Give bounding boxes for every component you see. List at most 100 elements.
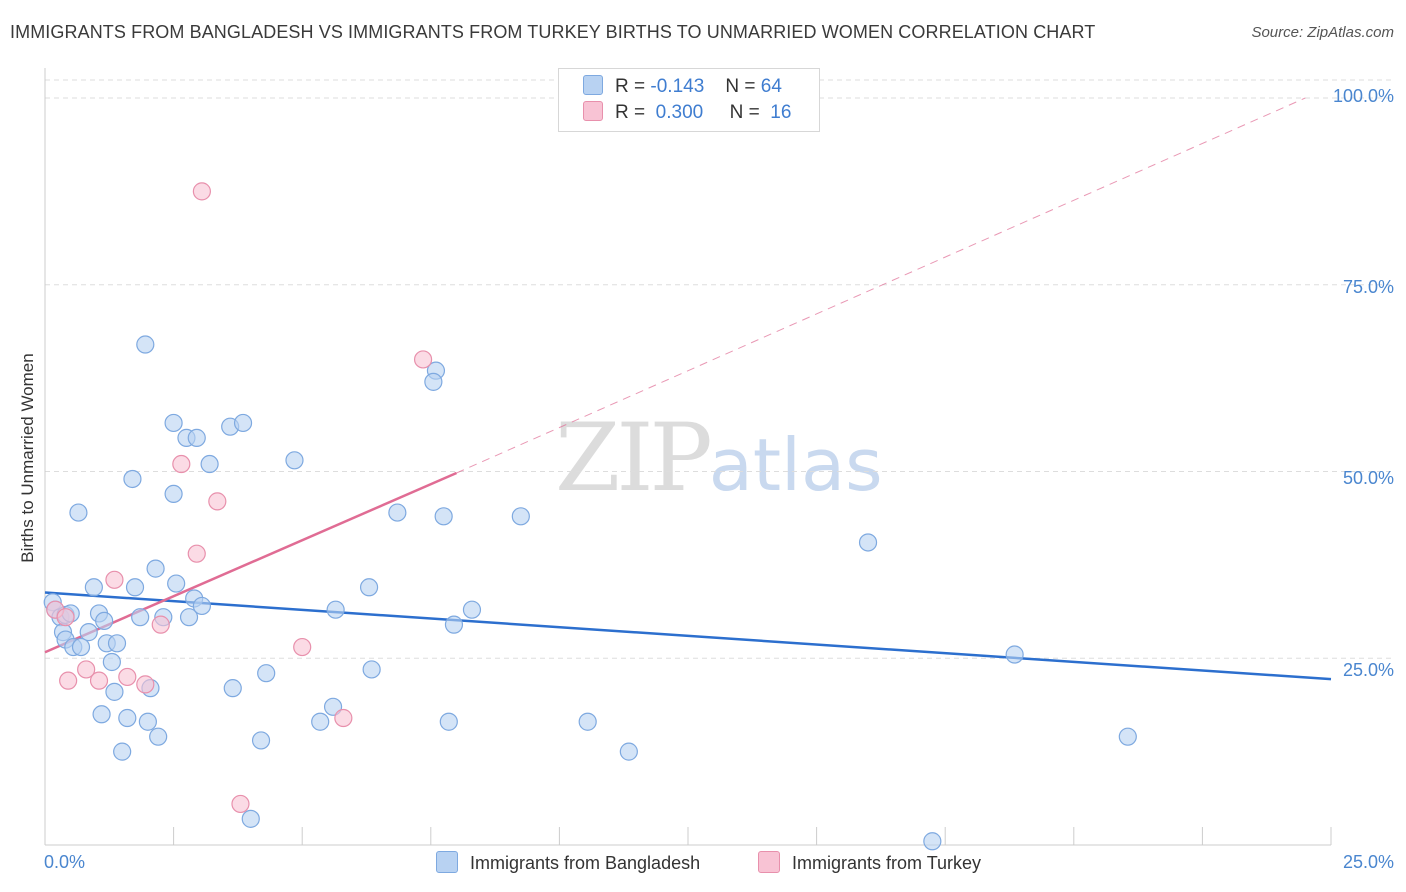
point-bangladesh (131, 608, 150, 627)
legend-item-bangladesh: Immigrants from Bangladesh (436, 851, 700, 874)
point-bangladesh (179, 608, 199, 627)
y-tick-50: 50.0% (1342, 468, 1394, 488)
point-bangladesh (113, 742, 132, 761)
point-turkey (172, 454, 191, 474)
point-bangladesh (95, 611, 114, 631)
point-bangladesh (192, 596, 211, 616)
point-bangladesh (257, 664, 276, 683)
grid (45, 79, 1394, 659)
chart-title: IMMIGRANTS FROM BANGLADESH VS IMMIGRANTS… (10, 22, 1096, 42)
point-turkey (231, 794, 250, 814)
trend-lines (44, 97, 1332, 681)
point-turkey (334, 708, 353, 728)
point-bangladesh (200, 454, 219, 474)
legend-swatch-blue (583, 75, 603, 95)
point-bangladesh (138, 712, 157, 731)
legend-r-label: R = (615, 76, 646, 97)
point-bangladesh (123, 469, 142, 489)
point-turkey (105, 570, 124, 589)
y-axis-label: Births to Unmarried Women (18, 353, 37, 563)
legend-n-label: N = (729, 102, 760, 123)
legend-n-label: N = (725, 76, 756, 97)
point-bangladesh (434, 507, 453, 526)
legend-r-label: R = (615, 102, 646, 123)
watermark-zip: ZIP (555, 404, 713, 513)
point-bangladesh (578, 712, 597, 731)
point-bangladesh (84, 578, 103, 597)
legend-label-bangladesh: Immigrants from Bangladesh (470, 853, 701, 873)
legend-swatch-pink (583, 101, 603, 121)
point-turkey (293, 637, 312, 657)
x-tick-0: 0.0% (44, 852, 86, 872)
watermark-atlas: atlas (708, 423, 883, 507)
axes (44, 68, 1332, 846)
point-bangladesh (1118, 727, 1137, 746)
point-bangladesh (311, 712, 330, 731)
point-turkey (136, 675, 155, 694)
point-bangladesh (105, 682, 124, 701)
point-bangladesh (858, 533, 878, 552)
legend-row-turkey: R = 0.300 N = 16 (583, 101, 791, 127)
point-turkey (192, 182, 211, 201)
point-turkey (413, 350, 433, 369)
legend-label-turkey: Immigrants from Turkey (792, 853, 982, 873)
correlation-legend: R = -0.143 N = 64 R = 0.300 N = 16 (558, 68, 820, 132)
y-tick-25: 25.0% (1342, 660, 1394, 680)
point-turkey (187, 544, 206, 563)
legend-r-value: -0.143 (650, 76, 705, 97)
point-bangladesh (251, 731, 271, 750)
point-bangladesh (439, 712, 458, 731)
point-turkey (77, 660, 96, 679)
legend-n-value: 64 (760, 76, 782, 97)
point-bangladesh (923, 832, 942, 851)
point-bangladesh (69, 503, 88, 522)
point-bangladesh (167, 574, 186, 593)
point-bangladesh (223, 679, 242, 698)
trend-line-turkey-extension (456, 97, 1306, 474)
x-tick-25: 25.0% (1342, 852, 1394, 872)
point-bangladesh (118, 708, 137, 728)
legend-r-value: 0.300 (655, 102, 704, 123)
point-bangladesh (241, 809, 260, 828)
point-bangladesh (125, 578, 145, 597)
point-bangladesh (71, 637, 91, 657)
legend-swatch-bangladesh (436, 851, 458, 873)
point-bangladesh (164, 413, 183, 433)
trend-line-turkey (44, 471, 458, 654)
point-bangladesh (462, 600, 482, 619)
point-bangladesh (359, 578, 379, 597)
point-bangladesh (92, 705, 111, 724)
source-label: Source: ZipAtlas.com (1251, 24, 1394, 41)
point-bangladesh (388, 503, 407, 522)
point-bangladesh (511, 507, 530, 526)
point-bangladesh (362, 660, 381, 679)
point-turkey (118, 667, 137, 687)
legend-row-bangladesh: R = -0.143 N = 64 (583, 75, 782, 101)
point-turkey (56, 608, 75, 627)
point-bangladesh (146, 559, 165, 578)
point-bangladesh (444, 615, 464, 634)
point-bangladesh (233, 413, 253, 433)
point-bangladesh (102, 652, 121, 672)
point-turkey (89, 671, 109, 690)
point-bangladesh (107, 634, 127, 653)
legend-n-value: 16 (770, 102, 792, 123)
point-bangladesh (424, 372, 443, 391)
data-points (43, 182, 1137, 851)
point-turkey (59, 671, 78, 690)
point-turkey (151, 615, 170, 634)
point-bangladesh (136, 335, 155, 354)
legend-item-turkey: Immigrants from Turkey (758, 851, 981, 874)
zipatlas-watermark: ZIPatlas (555, 404, 883, 513)
point-bangladesh (619, 742, 638, 761)
point-bangladesh (79, 623, 98, 642)
point-bangladesh (187, 428, 206, 447)
y-tick-100: 100.0% (1332, 86, 1394, 106)
legend-swatch-turkey (758, 851, 780, 873)
y-tick-75: 75.0% (1342, 277, 1394, 297)
point-bangladesh (1005, 645, 1024, 664)
point-bangladesh (326, 600, 345, 619)
trend-line-bangladesh (44, 591, 1332, 681)
point-bangladesh (164, 484, 183, 504)
